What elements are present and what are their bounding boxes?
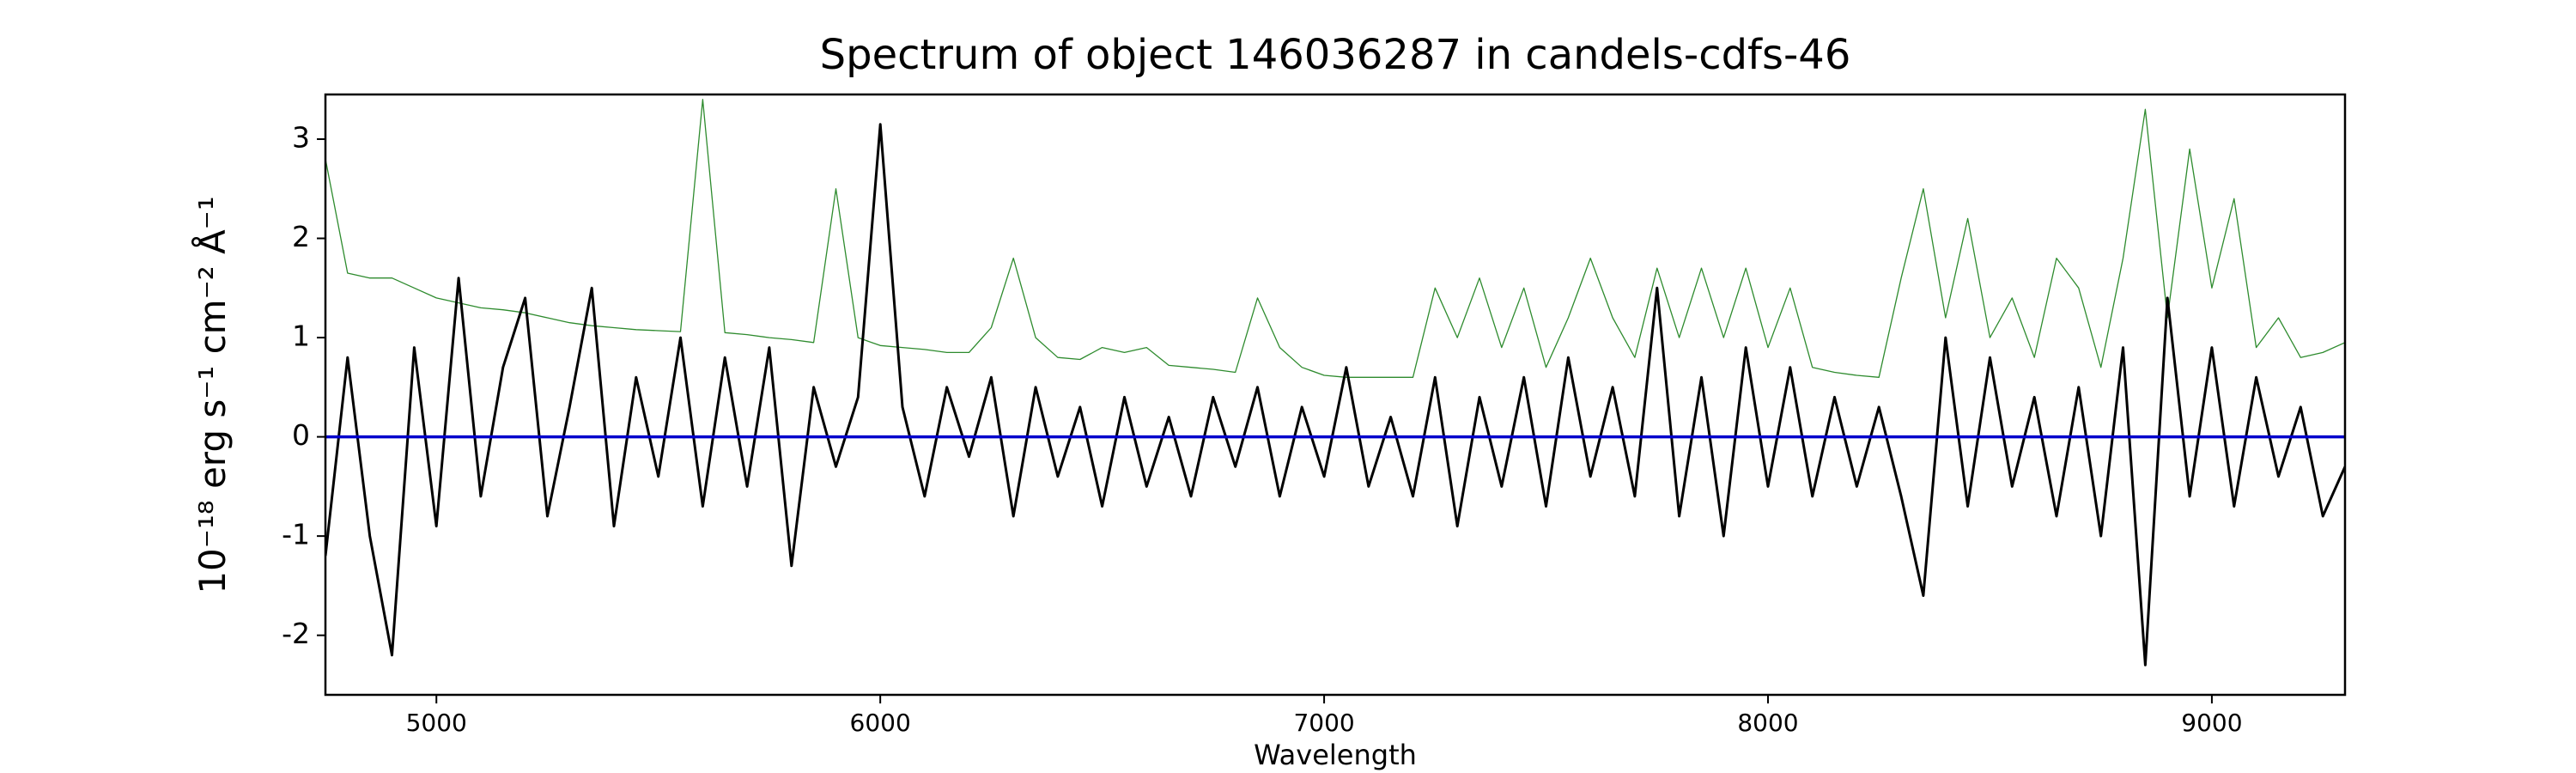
x-tick-label: 8000 bbox=[1737, 709, 1798, 737]
y-tick-label: -2 bbox=[282, 617, 310, 650]
y-tick-label: 1 bbox=[292, 320, 310, 353]
y-tick-label: 2 bbox=[292, 220, 310, 253]
series-line bbox=[325, 123, 2345, 666]
x-tick-label: 6000 bbox=[850, 709, 911, 737]
y-axis-label: 10⁻¹⁸ erg s⁻¹ cm⁻² Å⁻¹ bbox=[191, 196, 234, 593]
axes-frame bbox=[324, 93, 2347, 697]
x-tick-label: 7000 bbox=[1293, 709, 1354, 737]
x-tick-label: 9000 bbox=[2181, 709, 2242, 737]
y-tick-label: 0 bbox=[292, 418, 310, 452]
chart-title: Spectrum of object 146036287 in candels-… bbox=[820, 31, 1851, 79]
y-tick-label: 3 bbox=[292, 120, 310, 154]
plot-area bbox=[325, 99, 2345, 666]
y-tick-label: -1 bbox=[282, 518, 310, 551]
x-tick-label: 5000 bbox=[406, 709, 467, 737]
series-line bbox=[325, 99, 2345, 378]
x-axis-label: Wavelength bbox=[1254, 739, 1417, 771]
